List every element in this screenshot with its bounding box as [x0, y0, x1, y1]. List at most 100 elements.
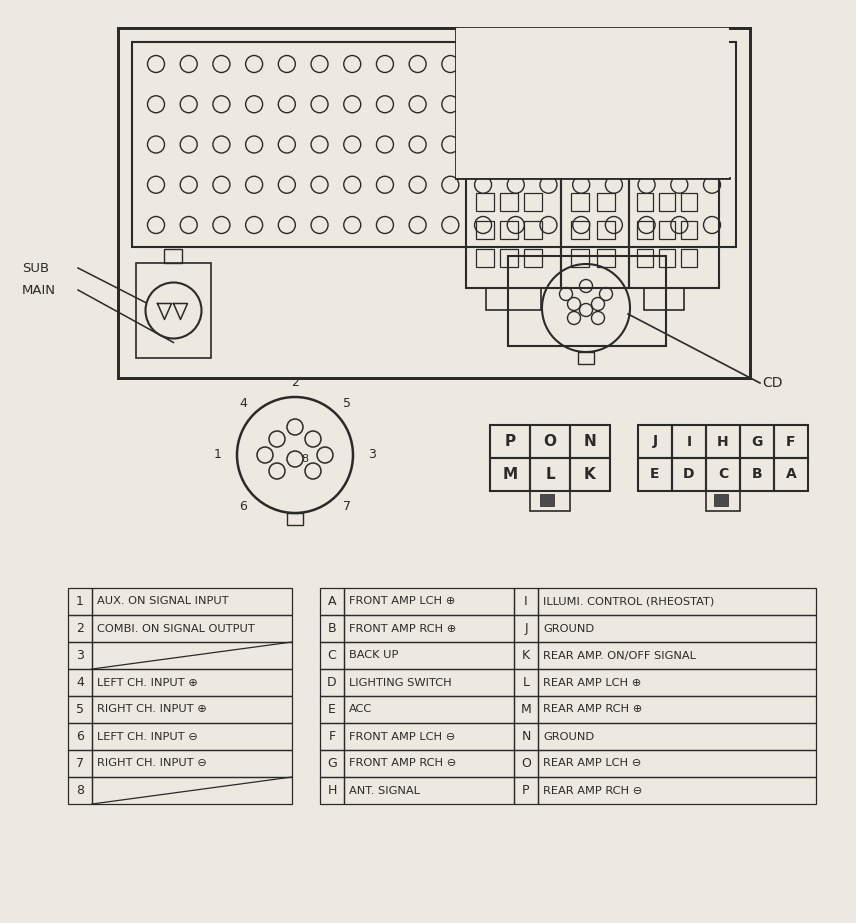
Text: LEFT CH. INPUT ⊖: LEFT CH. INPUT ⊖	[97, 732, 198, 741]
Text: E: E	[651, 468, 660, 482]
Bar	[320, 642, 344, 669]
Text: E: E	[328, 703, 336, 716]
Text: A: A	[328, 595, 336, 608]
Text: FRONT AMP LCH ⊖: FRONT AMP LCH ⊖	[349, 732, 455, 741]
Text: D: D	[683, 468, 695, 482]
Bar	[637, 193, 653, 211]
Bar	[637, 249, 653, 267]
Bar	[476, 221, 494, 239]
Bar	[136, 263, 211, 358]
Text: K: K	[522, 649, 530, 662]
Bar	[486, 288, 541, 310]
Bar	[344, 777, 514, 804]
Bar	[672, 458, 706, 491]
Bar	[490, 425, 530, 458]
Text: L: L	[545, 467, 555, 482]
Text: P: P	[522, 784, 530, 797]
Bar	[344, 669, 514, 696]
Text: GROUND: GROUND	[543, 732, 594, 741]
Text: O: O	[521, 757, 531, 770]
Text: I: I	[687, 435, 692, 449]
Text: 6: 6	[76, 730, 84, 743]
Text: REAR AMP LCH ⊕: REAR AMP LCH ⊕	[543, 677, 641, 688]
Bar	[92, 669, 292, 696]
Bar	[92, 696, 292, 723]
Bar	[92, 750, 292, 777]
Bar	[514, 777, 538, 804]
Bar	[320, 615, 344, 642]
Bar	[571, 193, 589, 211]
Bar	[672, 425, 706, 458]
Text: A: A	[786, 468, 796, 482]
Bar	[538, 615, 816, 642]
Bar	[500, 221, 518, 239]
Text: D: D	[327, 676, 336, 689]
Bar	[597, 193, 615, 211]
Bar	[571, 249, 589, 267]
Bar	[561, 178, 629, 288]
Bar	[706, 491, 740, 511]
Bar	[514, 750, 538, 777]
Bar	[538, 588, 816, 615]
Bar	[659, 193, 675, 211]
Bar	[344, 615, 514, 642]
Bar	[320, 669, 344, 696]
Bar	[344, 750, 514, 777]
Bar	[476, 193, 494, 211]
Text: P: P	[504, 434, 515, 449]
Bar	[92, 588, 292, 615]
Bar	[92, 615, 292, 642]
Text: 8: 8	[76, 784, 84, 797]
Text: O: O	[544, 434, 556, 449]
Bar	[740, 458, 774, 491]
Bar	[500, 193, 518, 211]
Text: H: H	[327, 784, 336, 797]
Text: ANT. SIGNAL: ANT. SIGNAL	[349, 785, 420, 796]
Bar	[538, 696, 816, 723]
Text: I: I	[524, 595, 528, 608]
Text: MAIN: MAIN	[22, 283, 56, 296]
Bar	[774, 425, 808, 458]
Bar	[570, 458, 610, 491]
Text: FRONT AMP RCH ⊖: FRONT AMP RCH ⊖	[349, 759, 456, 769]
Text: 4: 4	[240, 397, 247, 410]
Text: 7: 7	[76, 757, 84, 770]
Bar	[514, 588, 538, 615]
Text: N: N	[584, 434, 597, 449]
Text: SUB: SUB	[22, 261, 49, 274]
Text: G: G	[752, 435, 763, 449]
Bar	[638, 458, 672, 491]
Bar	[706, 458, 740, 491]
Text: AUX. ON SIGNAL INPUT: AUX. ON SIGNAL INPUT	[97, 596, 229, 606]
Bar	[456, 28, 729, 178]
Bar	[320, 588, 344, 615]
Bar	[638, 425, 672, 458]
Bar	[538, 723, 816, 750]
Bar	[571, 221, 589, 239]
Text: N: N	[521, 730, 531, 743]
Text: 1: 1	[76, 595, 84, 608]
Bar	[538, 750, 816, 777]
Bar	[538, 777, 816, 804]
Bar	[92, 777, 292, 804]
Bar	[514, 723, 538, 750]
Bar	[508, 256, 666, 346]
Text: 3: 3	[368, 449, 376, 462]
Bar	[570, 425, 610, 458]
Bar	[637, 221, 653, 239]
Text: H: H	[717, 435, 728, 449]
Bar	[530, 425, 570, 458]
Text: C: C	[718, 468, 728, 482]
Bar	[514, 669, 538, 696]
Text: M: M	[520, 703, 532, 716]
Bar	[164, 249, 182, 263]
Text: REAR AMP. ON/OFF SIGNAL: REAR AMP. ON/OFF SIGNAL	[543, 651, 696, 661]
Bar	[524, 249, 542, 267]
Bar	[644, 288, 684, 310]
Bar	[132, 42, 736, 247]
Text: 7: 7	[342, 500, 351, 513]
Text: 2: 2	[76, 622, 84, 635]
Text: 5: 5	[76, 703, 84, 716]
Text: J: J	[652, 435, 657, 449]
Text: 8: 8	[301, 454, 308, 464]
